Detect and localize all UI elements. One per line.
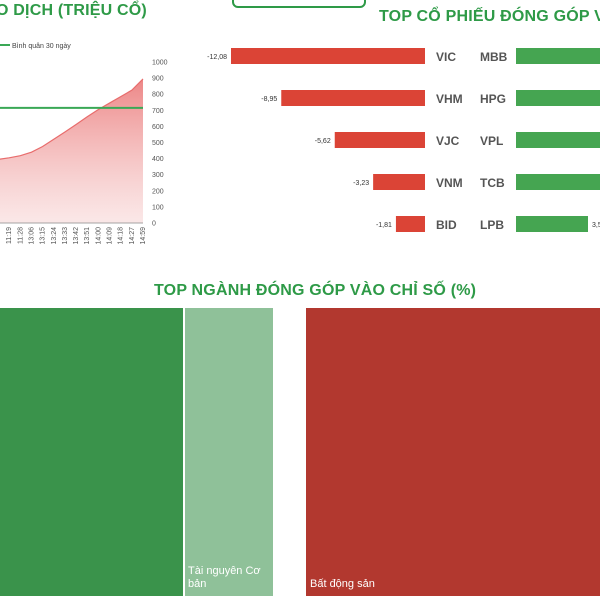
y-tick-label: 0 <box>152 221 156 228</box>
negative-ticker: VJC <box>436 134 460 148</box>
y-tick-label: 500 <box>152 140 164 147</box>
y-tick-label: 600 <box>152 124 164 131</box>
sector-chart-title: TOP NGÀNH ĐÓNG GÓP VÀO CHỈ SỐ (%) <box>154 282 477 299</box>
positive-value-label: 3,59 <box>592 222 600 229</box>
x-tick-label: 13:51 <box>84 227 91 245</box>
positive-bar <box>516 90 600 106</box>
negative-ticker: VNM <box>436 176 463 190</box>
y-tick-label: 800 <box>152 92 164 99</box>
volume-chart-title: O DỊCH (TRIỆU CỔ) <box>0 2 147 19</box>
negative-ticker: VIC <box>436 50 456 64</box>
positive-bar <box>516 132 600 148</box>
x-tick-label: 13:06 <box>28 227 35 245</box>
x-tick-label: 11:19 <box>6 227 13 244</box>
positive-ticker: LPB <box>480 218 504 232</box>
volume-area <box>0 78 143 223</box>
treemap-cell-real-estate: Bất động sản <box>306 308 600 596</box>
y-tick-label: 300 <box>152 172 164 179</box>
x-tick-label: 14:18 <box>118 227 125 245</box>
treemap-cell-basic-resources: Tài nguyên Cơ bản <box>185 308 273 596</box>
negative-value-label: -8,95 <box>261 96 277 103</box>
treemap-label-real-estate: Bất động sản <box>310 578 375 590</box>
contribution-chart-title: TOP CỔ PHIẾU ĐÓNG GÓP VÀ <box>379 8 600 25</box>
x-tick-label: 11:10 <box>0 227 2 244</box>
negative-value-label: -12,08 <box>207 54 227 61</box>
y-tick-label: 900 <box>152 76 164 83</box>
volume-chart: Bình quân 30 ngày 1000900800700600500400… <box>0 43 168 245</box>
x-tick-label: 13:33 <box>62 227 69 245</box>
x-axis-ticks: 11:10 11:19 11:28 13:06 13:15 13:24 13:33 13:42… <box>0 227 147 245</box>
header-pill-decoration <box>232 0 366 8</box>
y-tick-label: 700 <box>152 108 164 115</box>
negative-value-label: -1,81 <box>376 222 392 229</box>
negative-bar <box>395 216 425 232</box>
x-tick-label: 13:42 <box>73 227 80 245</box>
positive-bar <box>516 174 600 190</box>
positive-ticker: TCB <box>480 176 505 190</box>
volume-line <box>0 78 144 160</box>
negative-bar <box>334 132 425 148</box>
negative-value-label: -5,62 <box>315 138 331 145</box>
y-tick-label: 1000 <box>152 60 168 67</box>
x-tick-label: 14:59 <box>140 227 147 245</box>
y-tick-label: 200 <box>152 188 164 195</box>
negative-bar <box>281 90 425 106</box>
x-tick-label: 14:09 <box>107 227 114 245</box>
x-tick-label: 13:15 <box>40 227 47 245</box>
negative-bar <box>231 48 425 64</box>
x-tick-label: 11:28 <box>17 227 24 244</box>
positive-ticker: HPG <box>480 92 506 106</box>
contribution-bars: -12,08 VIC -8,95 VHM -5,62 VJC -3,23 VNM -1,81 BI… <box>207 48 600 232</box>
x-tick-label: 14:27 <box>129 227 136 245</box>
contribution-chart: -12,08 VIC -8,95 VHM -5,62 VJC -3,23 VNM -1,81 BI… <box>207 48 600 232</box>
x-tick-label: 13:24 <box>51 227 58 245</box>
negative-bar <box>373 174 425 190</box>
negative-ticker: VHM <box>436 92 463 106</box>
positive-ticker: MBB <box>480 50 508 64</box>
positive-bar <box>516 48 600 64</box>
y-tick-label: 100 <box>152 204 164 211</box>
y-tick-label: 400 <box>152 156 164 163</box>
x-tick-label: 14:00 <box>95 227 102 245</box>
positive-ticker: VPL <box>480 134 503 148</box>
negative-value-label: -3,23 <box>353 180 369 187</box>
positive-bar <box>516 216 588 232</box>
treemap-label-basic-resources: Tài nguyên Cơ bản <box>188 565 261 590</box>
negative-ticker: BID <box>436 218 457 232</box>
treemap-cell-financial <box>0 308 183 596</box>
legend-average-label: Bình quân 30 ngày <box>12 43 71 50</box>
